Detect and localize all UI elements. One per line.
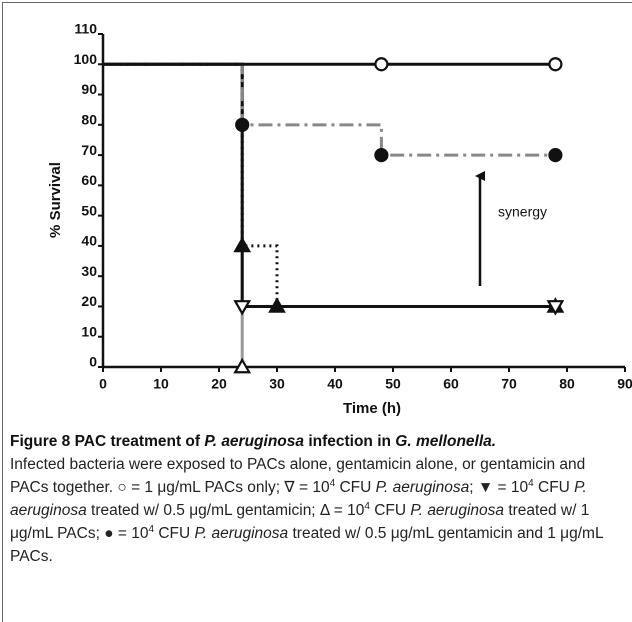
caption-italic: P. aeruginosa bbox=[10, 479, 587, 519]
marker bbox=[235, 117, 250, 132]
y-tick-label: 60 bbox=[81, 172, 97, 188]
caption-title-text: Figure 8 PAC treatment of bbox=[10, 433, 205, 450]
x-tick-label: 50 bbox=[385, 376, 401, 392]
caption-text: CFU bbox=[533, 479, 575, 496]
caption-sup: 4 bbox=[364, 501, 370, 512]
caption-italic: P. aeruginosa bbox=[194, 525, 289, 542]
caption-text: Infected bacteria were exposed to PACs a… bbox=[10, 456, 586, 496]
y-tick-label: 70 bbox=[81, 142, 97, 158]
x-tick-label: 20 bbox=[211, 376, 227, 392]
x-tick-label: 60 bbox=[443, 376, 459, 392]
marker bbox=[546, 300, 565, 316]
marker bbox=[233, 236, 252, 253]
caption-sup: 4 bbox=[329, 478, 336, 489]
marker bbox=[233, 300, 252, 316]
marker bbox=[548, 57, 563, 72]
caption-title-text: G. mellonella. bbox=[395, 433, 497, 450]
y-tick-label: 110 bbox=[74, 21, 97, 37]
marker bbox=[233, 357, 252, 374]
caption-text: ; ▼ = 10 bbox=[469, 479, 529, 496]
y-tick-label: 80 bbox=[81, 112, 97, 128]
survival-line bbox=[103, 62, 244, 367]
caption-text: CFU bbox=[154, 525, 195, 542]
survival-line bbox=[103, 62, 556, 308]
y-tick-label: 10 bbox=[81, 323, 97, 339]
x-tick-label: 80 bbox=[559, 376, 575, 392]
x-axis-label: Time (h) bbox=[343, 400, 401, 417]
y-tick-label: 50 bbox=[81, 202, 97, 218]
x-tick-label: 40 bbox=[327, 376, 343, 392]
y-tick-label: 20 bbox=[81, 293, 97, 309]
y-axis-label: % Survival bbox=[47, 162, 64, 238]
caption-title-text: P. aeruginosa bbox=[204, 433, 305, 450]
caption: Figure 8 PAC treatment of P. aeruginosa … bbox=[10, 430, 622, 568]
caption-sup: 4 bbox=[528, 478, 534, 489]
caption-text: CFU bbox=[335, 479, 376, 496]
caption-text: CFU bbox=[369, 502, 411, 519]
marker bbox=[374, 147, 389, 163]
caption-text: treated w/ 1 μg/mL PACs; ● = 10 bbox=[10, 502, 590, 542]
y-tick-label: 0 bbox=[89, 354, 97, 370]
x-tick-label: 0 bbox=[99, 376, 107, 392]
y-tick-label: 100 bbox=[74, 51, 98, 67]
survival-line bbox=[103, 62, 556, 308]
caption-text: treated w/ 0.5 μg/mL gentamicin and 1 μg… bbox=[10, 525, 603, 565]
caption-italic: P. aeruginosa bbox=[410, 502, 505, 519]
survival-line bbox=[103, 62, 556, 157]
annotation: synergy bbox=[498, 204, 547, 220]
y-tick-label: 40 bbox=[81, 233, 97, 249]
caption-title-text: infection in bbox=[304, 433, 396, 450]
marker bbox=[268, 297, 286, 313]
y-tick-label: 30 bbox=[81, 263, 97, 279]
x-tick-label: 70 bbox=[501, 376, 517, 392]
marker bbox=[548, 147, 563, 163]
y-tick-label: 90 bbox=[81, 81, 97, 97]
x-tick-label: 10 bbox=[153, 376, 169, 392]
caption-text: treated w/ 0.5 μg/mL gentamicin; Δ = 10 bbox=[86, 502, 365, 519]
caption-italic: P. aeruginosa bbox=[375, 479, 470, 496]
caption-sup: 4 bbox=[148, 524, 155, 535]
caption-title: Figure 8 PAC treatment of P. aeruginosa … bbox=[10, 433, 496, 450]
chart: % Survival Time (h) 0 10 20 30 40 50 60 70 80 90 1… bbox=[47, 21, 632, 417]
x-tick-label: 30 bbox=[269, 376, 285, 392]
marker bbox=[374, 57, 389, 72]
x-tick-label: 90 bbox=[617, 376, 632, 392]
